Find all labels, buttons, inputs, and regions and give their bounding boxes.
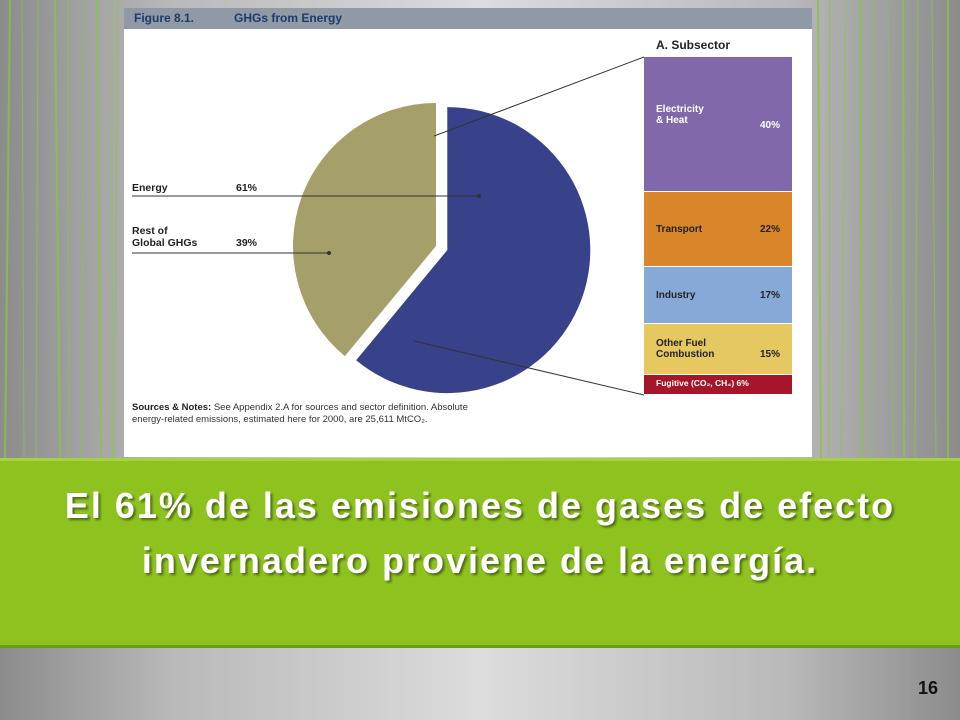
decorative-line — [21, 0, 25, 460]
decorative-line — [80, 0, 85, 460]
pie-slice-rest — [293, 103, 436, 357]
bar-segment-3: Other Fuel Combustion 15% — [644, 324, 792, 375]
decorative-line — [828, 0, 831, 460]
title-band — [0, 458, 960, 648]
pie-label-energy: Energy 61% — [132, 182, 257, 194]
bar-segment-1: Transport 22% — [644, 192, 792, 267]
connector-line-top — [433, 56, 645, 137]
figure-panel: Figure 8.1. GHGs from Energy A. Subsecto… — [124, 8, 812, 457]
bar-segment-2: Industry 17% — [644, 266, 792, 324]
source-note: Sources & Notes: See Appendix 2.A for so… — [132, 402, 492, 425]
bar-segment-label: Transport — [656, 223, 703, 235]
pie-chart — [293, 103, 591, 394]
bar-segment-label: Other Fuel Combustion — [656, 338, 715, 361]
decorative-line — [887, 0, 894, 460]
decorative-line — [931, 0, 937, 460]
bar-segment-0: Electricity & Heat 40% — [644, 57, 792, 193]
decorative-line — [840, 0, 847, 460]
decorative-line — [113, 0, 119, 460]
figure-number: Figure 8.1. — [134, 11, 195, 25]
decorative-line — [859, 0, 863, 460]
bar-segment-value: 40% — [759, 120, 780, 132]
bar-segment-label: Fugitive (CO₂, CH₄) 6% — [656, 377, 749, 388]
bar-segment-value: 15% — [759, 348, 780, 360]
pie-label-rest: Rest of Global GHGs 39% — [132, 225, 257, 249]
pie-label-energy-name: Energy — [132, 182, 168, 194]
bar-segment-value: 17% — [759, 289, 780, 301]
figure-title: GHGs from Energy — [234, 11, 343, 25]
bar-segment-label: Industry — [656, 289, 696, 301]
decorative-line — [871, 0, 875, 460]
pie-label-rest-value: 39% — [236, 237, 258, 249]
leader-dot-rest — [327, 251, 331, 255]
source-note-label: Sources & Notes: — [132, 402, 212, 413]
source-note-text: See Appendix 2.A for sources and sector … — [132, 402, 468, 425]
decorative-line — [96, 0, 102, 460]
decorative-line — [35, 0, 39, 460]
decorative-line — [54, 0, 61, 460]
decorative-line — [914, 0, 919, 460]
chart-canvas — [132, 56, 645, 396]
leader-dot-energy — [477, 194, 481, 198]
bar-segment-4: Fugitive (CO₂, CH₄) 6% — [644, 374, 792, 395]
pie-label-energy-value: 61% — [236, 182, 258, 194]
pie-slice-energy — [356, 107, 591, 394]
pie-label-rest-name: Rest of Global GHGs — [132, 225, 198, 249]
decorative-background-lines — [4, 0, 949, 460]
decorative-line — [67, 0, 70, 460]
decorative-line — [902, 0, 905, 460]
decorative-line — [817, 0, 822, 460]
connector-line-bottom — [413, 340, 645, 396]
figure-header: Figure 8.1. GHGs from Energy — [124, 8, 812, 29]
subsector-title: A. Subsector — [656, 38, 731, 52]
decorative-line — [4, 0, 11, 460]
bar-segment-label: Electricity & Heat — [656, 103, 704, 126]
slide-number: 16 — [917, 678, 938, 698]
slide-title: El 61% de las emisiones de gases de efec… — [64, 485, 896, 581]
bar-segment-value: 22% — [759, 223, 780, 235]
